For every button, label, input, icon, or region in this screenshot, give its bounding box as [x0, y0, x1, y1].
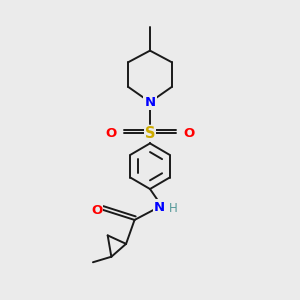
Text: O: O [105, 127, 116, 140]
Text: H: H [168, 202, 177, 215]
Text: S: S [145, 126, 155, 141]
Text: O: O [91, 204, 102, 217]
Text: N: N [154, 200, 165, 214]
Text: O: O [184, 127, 195, 140]
Text: N: N [144, 96, 156, 109]
